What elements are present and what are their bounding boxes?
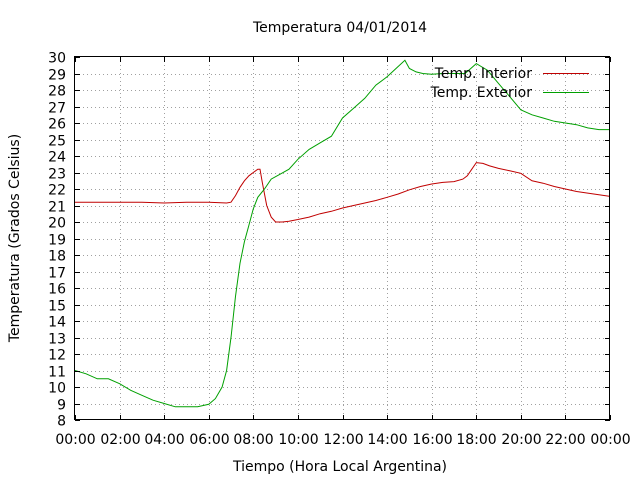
- series-line-temp-interior: [75, 162, 611, 223]
- x-tick-label: 10:00: [278, 432, 318, 448]
- y-tick-label: 19: [48, 233, 66, 249]
- x-tick-label: 00:00: [590, 432, 630, 448]
- series-lines: [74, 59, 611, 408]
- y-tick-label: 26: [48, 117, 66, 133]
- legend-label: Temp. Exterior: [430, 85, 533, 101]
- y-tick-label: 9: [57, 398, 66, 414]
- x-tick-label: 22:00: [545, 432, 585, 448]
- x-tick-label: 12:00: [323, 432, 363, 448]
- chart-title: Temperatura 04/01/2014: [252, 20, 427, 36]
- y-tick-label: 20: [48, 216, 66, 232]
- plot-frame: [74, 56, 610, 420]
- x-tick-label: 04:00: [144, 432, 184, 448]
- x-tick-label: 20:00: [501, 432, 541, 448]
- y-tick-label: 8: [57, 414, 66, 430]
- x-tick-label: 08:00: [233, 432, 273, 448]
- y-tick-label: 10: [48, 381, 66, 397]
- x-tick-label: 16:00: [412, 432, 452, 448]
- y-tick-label: 21: [48, 200, 66, 216]
- y-axis-ticks: 8910111213141516171819202122232425262728…: [48, 51, 610, 430]
- grid: [75, 57, 610, 420]
- y-axis-label: Temperatura (Grados Celsius): [7, 134, 23, 343]
- x-tick-label: 06:00: [189, 432, 229, 448]
- x-tick-label: 14:00: [367, 432, 407, 448]
- x-axis-label: Tiempo (Hora Local Argentina): [232, 459, 447, 475]
- y-tick-label: 28: [48, 84, 66, 100]
- legend: Temp. Interior Temp. Exterior: [430, 66, 589, 101]
- y-tick-label: 25: [48, 134, 66, 150]
- x-axis-ticks: 00:00 02:00 04:00 06:00 08:00 10:00 12:00 14:00…: [55, 57, 631, 448]
- y-tick-label: 15: [48, 299, 66, 315]
- x-tick-label: 02:00: [100, 432, 140, 448]
- y-tick-label: 14: [48, 315, 66, 331]
- y-tick-label: 17: [48, 266, 66, 282]
- x-tick-label: 00:00: [55, 432, 95, 448]
- y-tick-label: 24: [48, 150, 66, 166]
- y-tick-label: 18: [48, 249, 66, 265]
- y-tick-label: 27: [48, 101, 66, 117]
- y-tick-label: 23: [48, 167, 66, 183]
- legend-label: Temp. Interior: [434, 66, 533, 82]
- y-tick-label: 13: [48, 332, 66, 348]
- y-tick-label: 29: [48, 68, 66, 84]
- y-tick-label: 30: [48, 51, 66, 67]
- series-line-temp-exterior: [74, 59, 610, 408]
- y-tick-label: 12: [48, 348, 66, 364]
- x-tick-label: 18:00: [456, 432, 496, 448]
- y-tick-label: 11: [48, 365, 66, 381]
- y-tick-label: 22: [48, 183, 66, 199]
- y-tick-label: 16: [48, 282, 66, 298]
